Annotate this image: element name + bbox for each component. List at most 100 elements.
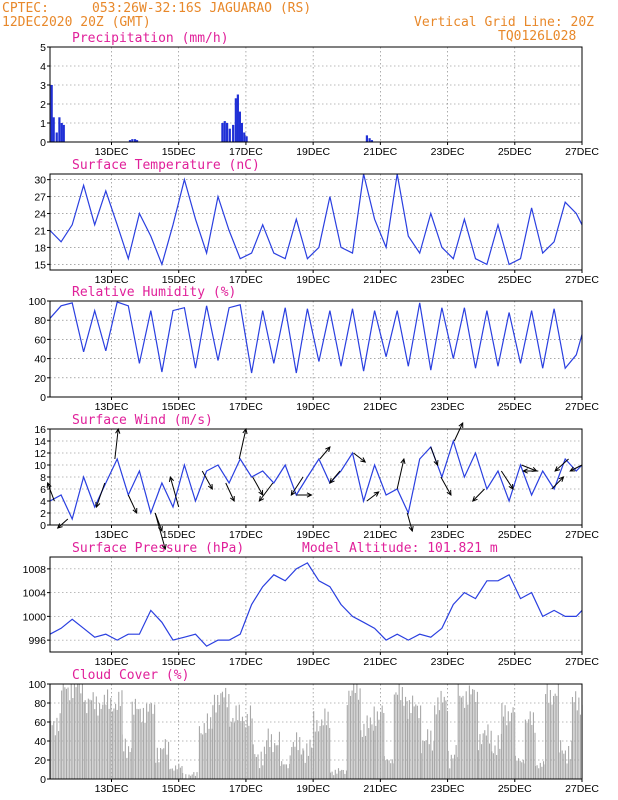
humidity-ytick-label: 100 — [28, 296, 46, 308]
precip-bar — [58, 117, 61, 142]
wind-arrow-shaft — [95, 482, 106, 508]
cloud-ytick-label: 80 — [34, 698, 46, 710]
cloud-bar — [405, 696, 407, 779]
cloud-bar — [351, 690, 353, 779]
cloud-bar — [62, 684, 64, 779]
temperature-xtick-label: 17DEC — [229, 274, 263, 286]
cloud-bar — [380, 711, 382, 779]
precip-bar — [135, 140, 139, 142]
precip-xtick-label: 19DEC — [296, 146, 330, 158]
wind-arrow-shaft — [154, 512, 166, 550]
cloud-bar-group — [131, 698, 156, 779]
cloud-bar — [259, 768, 261, 779]
wind-arrow-shaft — [329, 470, 341, 484]
cloud-bar — [321, 719, 323, 779]
cloud-bar — [179, 767, 181, 779]
cloud-bar-group — [447, 745, 459, 779]
cloud-bar — [311, 747, 313, 779]
cloud-bar — [514, 712, 516, 779]
cloud-bar — [150, 703, 152, 779]
cloud-bar — [272, 752, 274, 779]
cloud-bar — [54, 735, 56, 779]
cloud-bar — [356, 684, 358, 779]
cloud-xtick-label: 25DEC — [498, 783, 532, 795]
cloud-bar — [434, 705, 436, 779]
cloud-bar — [509, 721, 511, 779]
cloud-bar — [420, 753, 422, 779]
wind-xtick-label: 19DEC — [296, 529, 330, 541]
wind-arrow-head — [168, 475, 174, 483]
cloud-bar — [58, 731, 60, 779]
cloud-bar — [425, 740, 427, 779]
precip-bar — [52, 117, 55, 142]
wind-arrow — [290, 476, 304, 496]
cloud-bar — [113, 708, 115, 779]
cloud-bar-group — [571, 691, 583, 779]
cloud-bar — [353, 684, 355, 779]
cloud-bar-group — [434, 690, 449, 779]
cloud-bar — [232, 717, 234, 779]
wind-arrow-head — [558, 476, 565, 482]
wind-arrow-head — [360, 457, 367, 463]
cloud-bar — [568, 745, 570, 779]
cloud-bar — [390, 763, 392, 779]
cloud-bar — [497, 735, 499, 779]
cloud-bar-group — [501, 703, 516, 779]
cloud-bar — [468, 685, 470, 779]
cloud-bar — [203, 723, 205, 779]
precip-bar — [228, 128, 231, 142]
cloud-bar — [329, 772, 332, 779]
cloud-bar-group — [514, 755, 526, 779]
wind-xtick-label: 21DEC — [363, 529, 397, 541]
cloud-bar-group — [545, 684, 559, 779]
wind-line — [49, 438, 583, 521]
wind-ytick-label: 2 — [40, 508, 46, 520]
cloud-bar — [155, 762, 157, 779]
wind-arrow-shaft — [406, 512, 413, 532]
cloud-bar — [267, 728, 269, 779]
wind-arrow-head — [458, 421, 464, 429]
wind-ytick-label: 8 — [40, 472, 46, 484]
pressure-altitude: Model Altitude: 101.821 m — [302, 541, 498, 556]
cloud-ytick-label: 60 — [34, 717, 46, 729]
cloud-bar — [561, 750, 563, 779]
cloud-bar — [95, 696, 97, 779]
cloud-bar — [476, 691, 478, 779]
cloud-bar-group — [168, 763, 183, 779]
cloud-ytick-label: 0 — [40, 774, 46, 786]
cloud-bar — [388, 760, 390, 779]
cloud-bar — [119, 706, 121, 779]
cloud-bar — [50, 720, 52, 779]
cloud-bar — [249, 705, 252, 779]
cloud-bar — [278, 731, 280, 779]
cloud-bar — [450, 754, 452, 779]
wind-arrow — [319, 446, 331, 460]
cloud-bar — [170, 768, 172, 779]
wind-arrow — [127, 494, 138, 515]
cloud-bar — [440, 690, 442, 779]
precip-bar — [240, 123, 243, 142]
temperature-xtick-label: 19DEC — [296, 274, 330, 286]
cloud-bar — [129, 751, 131, 779]
wind-arrow — [329, 470, 341, 484]
wind-arrow-head — [554, 466, 561, 472]
cloud-bar — [366, 715, 368, 779]
wind-arrow-head — [508, 483, 514, 490]
cloud-bar — [213, 694, 216, 779]
precip-ytick-label: 0 — [40, 137, 46, 149]
wind-ytick-label: 16 — [34, 424, 46, 436]
cloud-bar — [386, 759, 389, 779]
cloud-bar — [51, 725, 53, 779]
wind-arrow-shaft — [453, 422, 464, 442]
cloud-bar — [75, 687, 77, 779]
humidity-ytick-label: 20 — [34, 373, 46, 385]
cloud-bar — [255, 756, 257, 779]
cloud-bar — [422, 740, 424, 779]
precip-xtick-label: 21DEC — [363, 146, 397, 158]
cloud-bar — [59, 713, 61, 779]
cloud-bar — [514, 755, 516, 779]
wind-ytick-label: 0 — [40, 520, 46, 532]
precip-ytick-label: 1 — [40, 118, 46, 130]
pressure-line — [49, 562, 583, 647]
humidity-line — [49, 301, 583, 374]
